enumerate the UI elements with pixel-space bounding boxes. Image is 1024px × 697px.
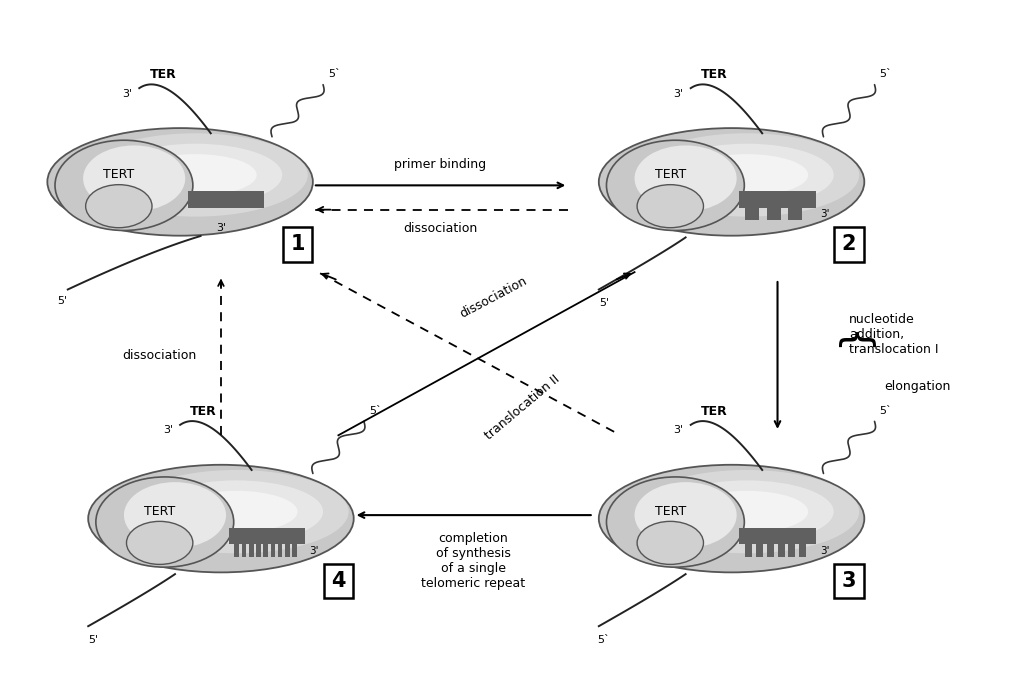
Bar [777,544,784,557]
Text: 5`: 5` [880,69,892,79]
Text: 4: 4 [331,571,346,591]
Text: 5`: 5` [880,406,892,416]
Text: 5': 5' [599,298,609,308]
Text: TER: TER [150,68,176,82]
Ellipse shape [686,154,808,196]
Bar [745,544,752,557]
Ellipse shape [635,470,859,553]
Bar [739,191,816,208]
Bar [285,544,290,557]
Bar [767,544,774,557]
Ellipse shape [47,128,313,236]
Text: TER: TER [700,68,728,82]
Text: TERT: TERT [103,169,134,181]
Ellipse shape [150,480,324,543]
Ellipse shape [109,144,283,206]
Bar [256,544,261,557]
Ellipse shape [124,482,226,548]
Text: 5`: 5` [328,69,341,79]
Ellipse shape [86,185,152,228]
Ellipse shape [606,477,744,567]
Bar [767,208,780,220]
Text: primer binding: primer binding [394,158,486,171]
Bar [187,191,264,208]
Ellipse shape [686,491,808,533]
Text: completion
of synthesis
of a single
telomeric repeat: completion of synthesis of a single telo… [421,533,525,590]
Ellipse shape [635,146,736,211]
Ellipse shape [599,128,864,236]
Ellipse shape [134,154,257,196]
Text: TERT: TERT [144,505,175,518]
Text: 1: 1 [290,234,305,254]
Text: 3': 3' [122,89,132,99]
Ellipse shape [175,491,298,533]
Text: 2: 2 [842,234,856,254]
Text: 3': 3' [674,89,684,99]
Text: TERT: TERT [654,505,686,518]
Text: 5': 5' [57,296,68,307]
Text: dissociation: dissociation [123,349,197,362]
Bar [788,208,803,220]
Ellipse shape [124,470,348,553]
Ellipse shape [637,521,703,565]
Ellipse shape [660,480,834,543]
Bar [278,544,283,557]
Ellipse shape [127,521,193,565]
Bar [270,544,275,557]
Text: nucleotide
addition,
translocation I: nucleotide addition, translocation I [849,313,939,356]
Text: translocation II: translocation II [482,373,562,443]
Text: }: } [834,322,871,347]
Ellipse shape [55,140,193,231]
Text: elongation: elongation [885,380,951,393]
Text: 3: 3 [842,571,856,591]
Ellipse shape [83,133,308,217]
Bar [739,528,816,544]
Bar [756,544,763,557]
Bar [249,544,254,557]
Ellipse shape [660,144,834,206]
Ellipse shape [606,140,744,231]
Text: 3': 3' [820,546,829,556]
Bar [228,528,305,544]
Text: 5': 5' [88,634,98,645]
Ellipse shape [83,146,185,211]
Text: TERT: TERT [654,169,686,181]
Text: dissociation: dissociation [458,275,529,321]
Ellipse shape [599,465,864,572]
Text: 5`: 5` [369,406,382,416]
Text: 5`: 5` [598,634,610,645]
Text: 3': 3' [820,209,829,219]
Bar [292,544,297,557]
Text: 3': 3' [309,546,318,556]
Text: 3': 3' [163,425,173,436]
Bar [788,544,796,557]
Text: 3': 3' [216,222,226,233]
Ellipse shape [96,477,233,567]
Text: TER: TER [700,405,728,418]
Text: 3': 3' [674,425,684,436]
Ellipse shape [635,133,859,217]
Bar [799,544,806,557]
Ellipse shape [635,482,736,548]
Text: dissociation: dissociation [403,222,477,235]
Ellipse shape [88,465,353,572]
Ellipse shape [637,185,703,228]
Bar [234,544,239,557]
Text: TER: TER [190,405,217,418]
Bar [745,208,759,220]
Bar [263,544,268,557]
Bar [242,544,247,557]
